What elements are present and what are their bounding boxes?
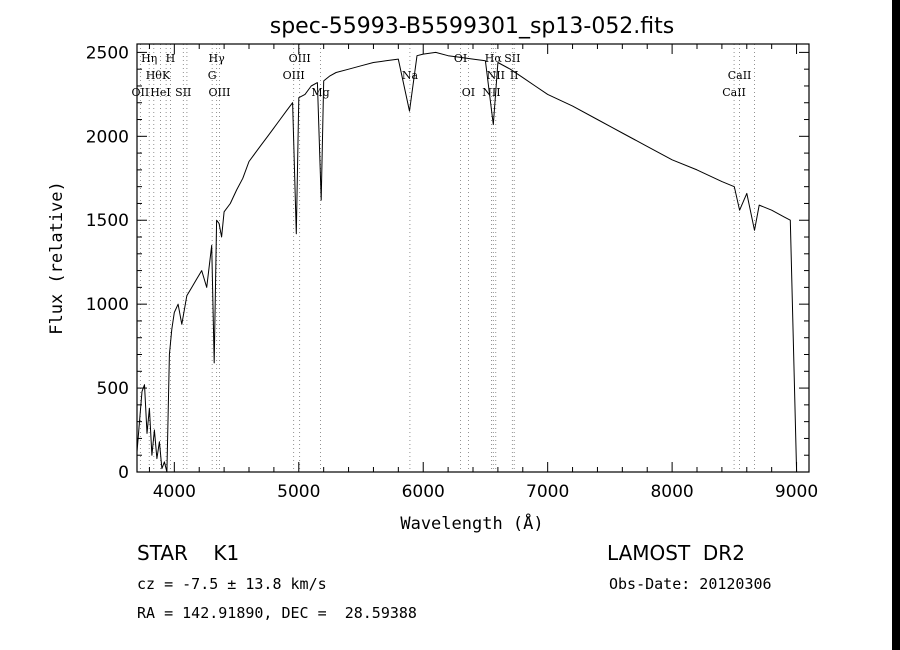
line-label-16: OI [462, 86, 475, 99]
line-label-6: SII [175, 86, 191, 99]
x-tick-label-5: 9000 [775, 482, 818, 502]
redshift-cz: cz = -7.5 ± 13.8 km/s [137, 575, 327, 593]
line-label-12: OIII [289, 52, 311, 65]
line-label-23: CaII [728, 69, 752, 82]
line-label-10: OIII [208, 86, 230, 99]
line-label-19: NII [487, 69, 505, 82]
line-label-11: OIII [283, 69, 305, 82]
line-label-9: Hγ [209, 52, 226, 65]
line-label-5: H [166, 52, 176, 65]
y-tick-label-4: 2000 [86, 127, 129, 147]
line-label-20: SII [504, 52, 520, 65]
line-label-21: II [510, 69, 519, 82]
survey-name: LAMOST DR2 [607, 541, 745, 565]
line-label-2: Hθ [146, 69, 163, 82]
y-axis-label: Flux (relative) [47, 181, 67, 335]
x-tick-label-0: 4000 [153, 482, 196, 502]
x-tick-label-4: 8000 [650, 482, 693, 502]
x-tick-label-1: 5000 [277, 482, 320, 502]
y-tick-label-2: 1000 [86, 295, 129, 315]
chart-title: spec-55993-B5599301_sp13-052.fits [270, 14, 675, 39]
line-label-4: K [162, 69, 171, 82]
y-tick-label-1: 500 [97, 379, 129, 399]
ra-dec-coordinates: RA = 142.91890, DEC = 28.59388 [137, 604, 417, 622]
line-label-0: OII [132, 86, 150, 99]
axis-ticks: 4000 5000 6000 7000 8000 9000 0 500 1000 1500 2000… [86, 43, 818, 502]
x-tick-label-2: 6000 [402, 482, 445, 502]
line-label-15: OI [454, 52, 467, 65]
series-group [136, 51, 798, 473]
line-label-1: Hη [141, 52, 157, 65]
line-label-18: Hα [485, 52, 503, 65]
line-label-17: NII [482, 86, 500, 99]
spectrum-series-line-0 [136, 51, 798, 473]
window-edge-bar [892, 0, 900, 650]
line-label-22: CaII [722, 86, 746, 99]
line-label-13: Mg [311, 86, 329, 99]
line-label-3: HeI [150, 86, 170, 99]
spectral-line-markers: OII Hη Hθ HeI KH SII G Hγ OIII OIII OIII Mg Na OI OI NI… [132, 44, 755, 472]
y-tick-label-3: 1500 [86, 211, 129, 231]
observation-date: Obs-Date: 20120306 [609, 575, 772, 593]
y-tick-label-0: 0 [118, 463, 129, 483]
line-label-14: Na [402, 69, 419, 82]
line-label-8: G [208, 69, 217, 82]
plot-frame [136, 43, 810, 473]
object-class: STAR K1 [137, 541, 240, 565]
x-tick-label-3: 7000 [526, 482, 569, 502]
y-tick-label-5: 2500 [86, 43, 129, 63]
x-axis-label: Wavelength (Å) [400, 512, 543, 534]
